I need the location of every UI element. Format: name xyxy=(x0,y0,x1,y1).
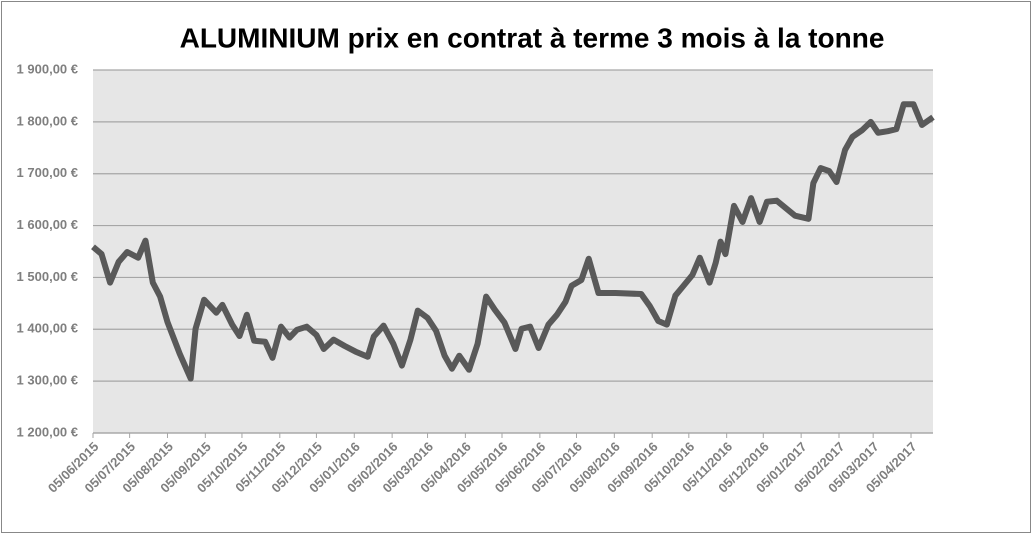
y-tick-label: 1 500,00 € xyxy=(17,269,78,284)
y-tick-label: 1 300,00 € xyxy=(17,373,78,388)
y-tick-label: 1 600,00 € xyxy=(17,217,78,232)
y-tick-label: 1 700,00 € xyxy=(17,165,78,180)
y-tick-label: 1 400,00 € xyxy=(17,321,78,336)
y-tick-label: 1 800,00 € xyxy=(17,113,78,128)
chart-title: ALUMINIUM prix en contrat à terme 3 mois… xyxy=(180,22,885,53)
y-tick-label: 1 200,00 € xyxy=(17,424,78,439)
plot-area xyxy=(93,70,933,433)
series-line xyxy=(91,101,935,382)
y-tick-label: 1 900,00 € xyxy=(17,61,78,76)
